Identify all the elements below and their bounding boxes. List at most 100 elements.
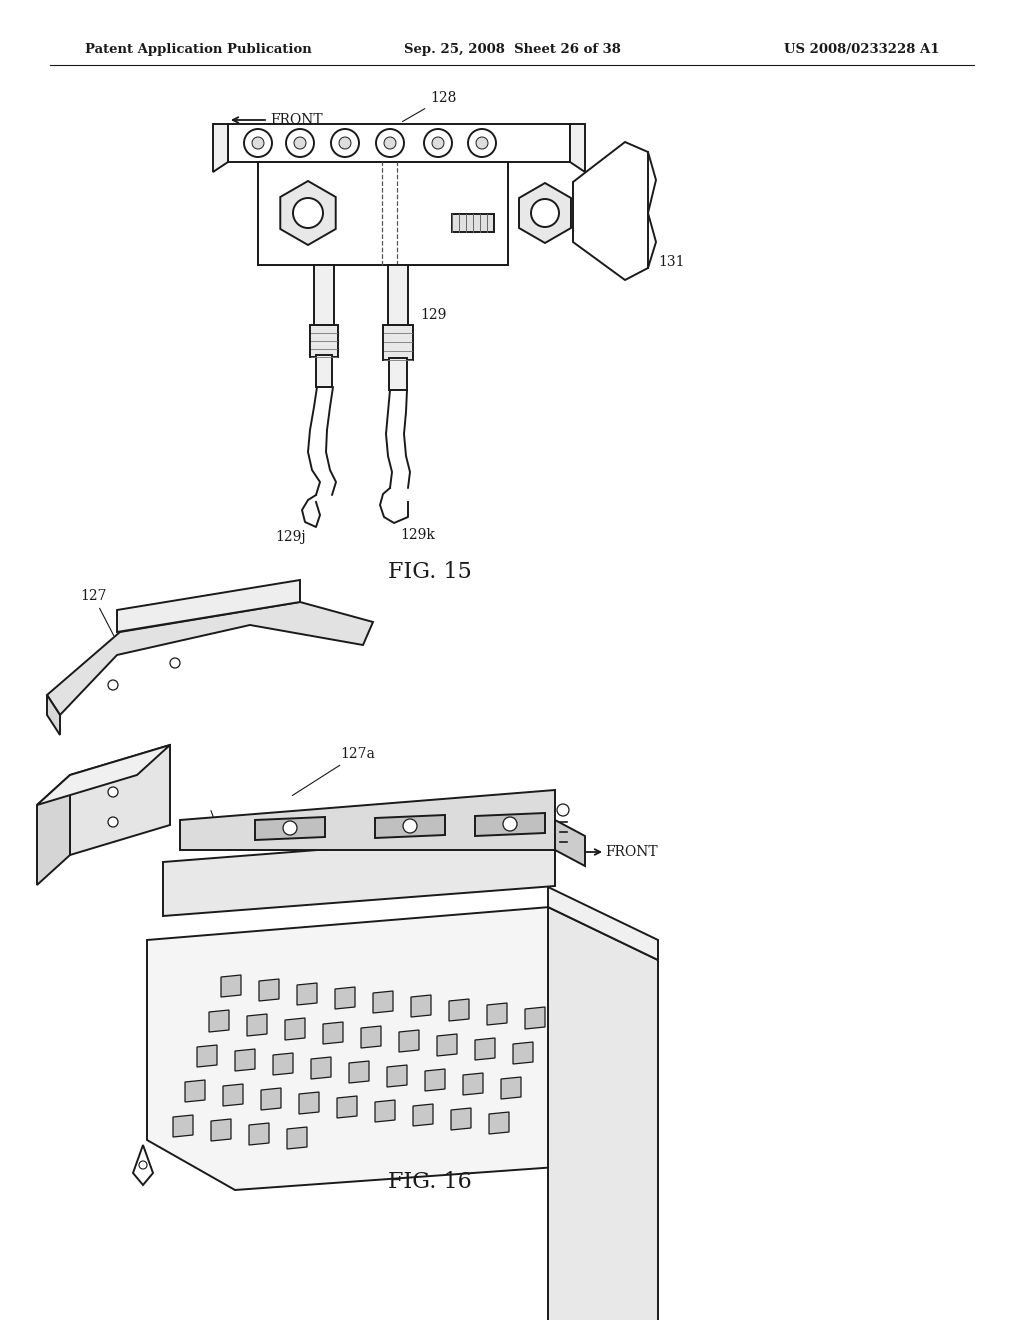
Polygon shape [411,995,431,1016]
Polygon shape [548,907,658,1320]
Polygon shape [513,1041,534,1064]
Circle shape [384,137,396,149]
Circle shape [293,198,323,228]
Polygon shape [211,1119,231,1140]
Polygon shape [173,1115,193,1137]
Circle shape [557,804,569,816]
Polygon shape [37,744,170,805]
Polygon shape [311,1057,331,1078]
Text: 127a: 127a [292,747,375,796]
Polygon shape [487,1003,507,1026]
Circle shape [108,680,118,690]
Bar [258,162,508,265]
Polygon shape [373,991,393,1012]
Polygon shape [335,987,355,1008]
Text: 129j: 129j [275,531,305,544]
Text: Patent Application Publication: Patent Application Publication [85,44,311,57]
Polygon shape [261,1088,281,1110]
Text: 129: 129 [420,308,446,322]
Text: 127: 127 [80,589,114,635]
Polygon shape [70,744,170,855]
Polygon shape [413,1104,433,1126]
Polygon shape [285,1018,305,1040]
Polygon shape [273,1053,293,1074]
Polygon shape [375,814,445,838]
Bar [383,325,413,360]
Polygon shape [323,1022,343,1044]
Circle shape [286,129,314,157]
Polygon shape [37,775,70,884]
Polygon shape [475,1038,495,1060]
Polygon shape [501,1077,521,1100]
Polygon shape [375,1100,395,1122]
Polygon shape [361,1026,381,1048]
Polygon shape [489,1111,509,1134]
Polygon shape [570,124,585,172]
Polygon shape [573,143,648,280]
Circle shape [283,821,297,836]
Polygon shape [209,1010,229,1032]
Polygon shape [213,124,228,172]
Text: US 2008/0233228 A1: US 2008/0233228 A1 [783,44,939,57]
Bar [388,265,408,327]
Text: FIG. 15: FIG. 15 [388,561,472,583]
Circle shape [252,137,264,149]
Text: FRONT: FRONT [605,845,657,859]
Text: FRONT: FRONT [270,114,323,127]
Circle shape [403,818,417,833]
Polygon shape [47,696,60,735]
Polygon shape [180,789,555,850]
Polygon shape [463,1073,483,1096]
Text: 129k: 129k [400,528,435,543]
Polygon shape [349,1061,369,1082]
Circle shape [424,129,452,157]
Polygon shape [387,1065,407,1086]
Polygon shape [163,832,555,916]
Circle shape [244,129,272,157]
Polygon shape [287,1127,307,1148]
Polygon shape [451,1107,471,1130]
Circle shape [503,817,517,832]
Polygon shape [337,1096,357,1118]
Polygon shape [437,1034,457,1056]
Polygon shape [255,817,325,840]
Polygon shape [133,1144,153,1185]
Polygon shape [297,983,317,1005]
Circle shape [339,137,351,149]
Polygon shape [247,1014,267,1036]
Circle shape [108,817,118,828]
Circle shape [476,137,488,149]
Bar [316,355,332,387]
Polygon shape [197,1045,217,1067]
Text: 128: 128 [402,91,457,121]
Text: 131: 131 [658,255,684,269]
Polygon shape [147,907,655,1191]
Polygon shape [299,1092,319,1114]
Circle shape [294,137,306,149]
Circle shape [139,1162,147,1170]
Polygon shape [259,979,279,1001]
Bar [228,124,570,162]
Polygon shape [399,1030,419,1052]
Circle shape [108,787,118,797]
Bar [310,325,338,356]
Polygon shape [525,1007,545,1030]
Polygon shape [117,579,300,632]
Bar [314,265,334,327]
Circle shape [531,199,559,227]
Circle shape [468,129,496,157]
Circle shape [376,129,404,157]
Polygon shape [223,1084,243,1106]
Polygon shape [249,1123,269,1144]
Text: Sep. 25, 2008  Sheet 26 of 38: Sep. 25, 2008 Sheet 26 of 38 [403,44,621,57]
Text: FIG. 16: FIG. 16 [388,1171,472,1193]
Polygon shape [221,975,241,997]
Circle shape [432,137,444,149]
Polygon shape [519,183,571,243]
Circle shape [170,657,180,668]
Bar [389,358,407,389]
Polygon shape [281,181,336,246]
Bar [452,214,494,232]
Polygon shape [47,602,373,715]
Polygon shape [234,1049,255,1071]
